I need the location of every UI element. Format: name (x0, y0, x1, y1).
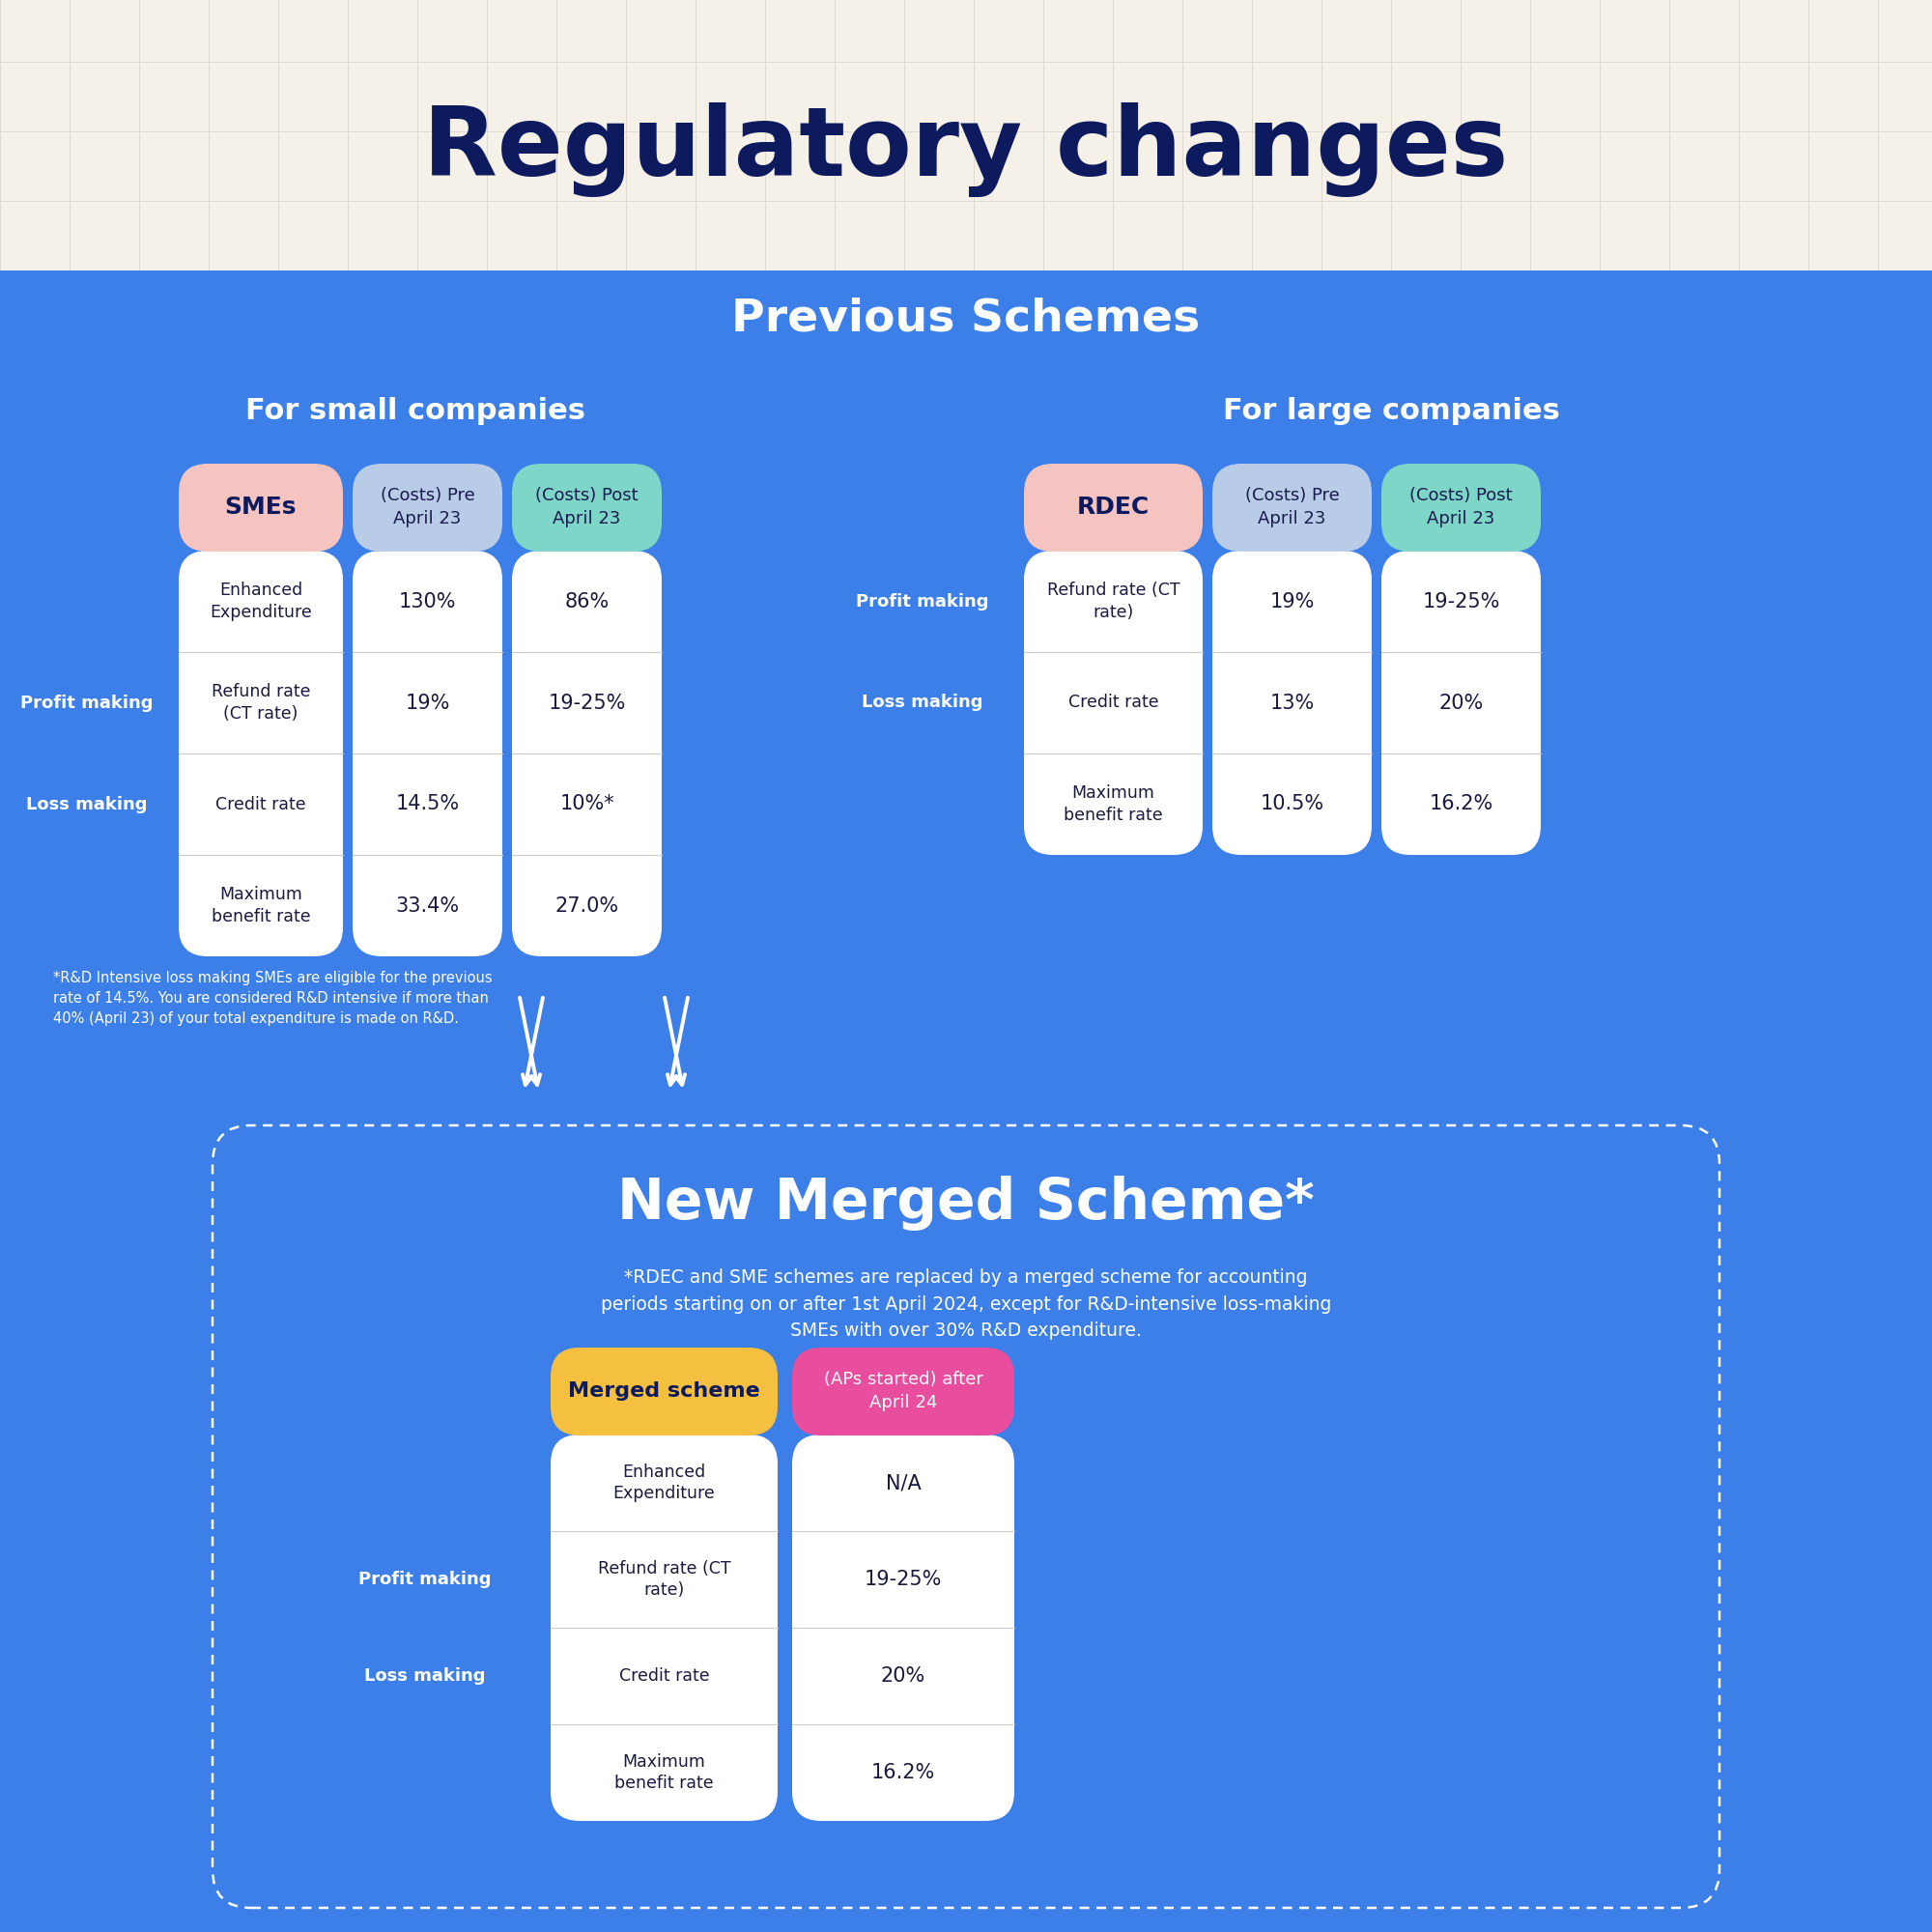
Text: 20%: 20% (1439, 694, 1484, 713)
Text: 13%: 13% (1269, 694, 1314, 713)
FancyBboxPatch shape (178, 551, 344, 956)
Text: Loss making: Loss making (365, 1667, 485, 1685)
Text: New Merged Scheme*: New Merged Scheme* (618, 1175, 1314, 1231)
Text: (Costs) Pre
April 23: (Costs) Pre April 23 (381, 487, 475, 527)
Text: Previous Schemes: Previous Schemes (732, 298, 1200, 340)
Text: 16.2%: 16.2% (871, 1764, 935, 1783)
Text: 19%: 19% (406, 694, 450, 713)
FancyBboxPatch shape (1024, 551, 1202, 856)
Text: RDEC: RDEC (1076, 497, 1150, 520)
Text: 10%*: 10%* (560, 794, 614, 813)
Text: Enhanced
Expenditure: Enhanced Expenditure (612, 1463, 715, 1503)
Text: 20%: 20% (881, 1665, 925, 1685)
Text: Credit rate: Credit rate (1068, 694, 1159, 711)
Text: 19%: 19% (1269, 591, 1314, 611)
FancyBboxPatch shape (178, 464, 344, 553)
FancyBboxPatch shape (792, 1349, 1014, 1435)
Text: Maximum
benefit rate: Maximum benefit rate (614, 1752, 713, 1793)
Text: For large companies: For large companies (1223, 396, 1559, 425)
Text: Refund rate (CT
rate): Refund rate (CT rate) (597, 1559, 730, 1600)
Text: 27.0%: 27.0% (554, 896, 618, 916)
FancyBboxPatch shape (1381, 551, 1542, 856)
Text: Loss making: Loss making (862, 694, 983, 711)
FancyBboxPatch shape (0, 270, 1932, 1932)
Text: (Costs) Post
April 23: (Costs) Post April 23 (535, 487, 638, 527)
FancyBboxPatch shape (352, 551, 502, 956)
Text: N/A: N/A (885, 1474, 922, 1493)
Text: 16.2%: 16.2% (1430, 794, 1493, 813)
Text: 86%: 86% (564, 591, 609, 611)
Text: SMEs: SMEs (224, 497, 298, 520)
Text: (Costs) Pre
April 23: (Costs) Pre April 23 (1244, 487, 1339, 527)
Text: Loss making: Loss making (27, 796, 147, 813)
Text: 10.5%: 10.5% (1260, 794, 1323, 813)
FancyBboxPatch shape (512, 551, 661, 956)
Text: 19-25%: 19-25% (1422, 591, 1499, 611)
FancyBboxPatch shape (1024, 464, 1202, 553)
Text: Refund rate (CT
rate): Refund rate (CT rate) (1047, 582, 1180, 620)
Text: 14.5%: 14.5% (396, 794, 460, 813)
Text: (Costs) Post
April 23: (Costs) Post April 23 (1410, 487, 1513, 527)
FancyBboxPatch shape (1213, 551, 1372, 856)
Text: (APs started) after
April 24: (APs started) after April 24 (823, 1372, 983, 1410)
Text: 19-25%: 19-25% (864, 1571, 943, 1590)
Text: Maximum
benefit rate: Maximum benefit rate (1065, 784, 1163, 823)
Text: Credit rate: Credit rate (618, 1667, 709, 1685)
Text: 19-25%: 19-25% (549, 694, 626, 713)
Text: Profit making: Profit making (21, 694, 153, 711)
FancyBboxPatch shape (1381, 464, 1542, 553)
FancyBboxPatch shape (551, 1435, 779, 1822)
Text: Profit making: Profit making (359, 1571, 491, 1588)
FancyBboxPatch shape (1213, 464, 1372, 553)
Text: 130%: 130% (398, 591, 456, 611)
Text: For small companies: For small companies (245, 396, 585, 425)
Text: Merged scheme: Merged scheme (568, 1381, 759, 1401)
Text: Refund rate
(CT rate): Refund rate (CT rate) (211, 684, 311, 723)
Text: Maximum
benefit rate: Maximum benefit rate (211, 887, 311, 925)
Text: 33.4%: 33.4% (396, 896, 460, 916)
FancyBboxPatch shape (352, 464, 502, 553)
Text: Profit making: Profit making (856, 593, 989, 611)
FancyBboxPatch shape (551, 1349, 779, 1435)
Text: Credit rate: Credit rate (216, 796, 305, 813)
Text: *RDEC and SME schemes are replaced by a merged scheme for accounting
periods sta: *RDEC and SME schemes are replaced by a … (601, 1269, 1331, 1339)
Text: Enhanced
Expenditure: Enhanced Expenditure (211, 582, 311, 620)
FancyBboxPatch shape (512, 464, 661, 553)
Text: Regulatory changes: Regulatory changes (423, 102, 1509, 197)
FancyBboxPatch shape (792, 1435, 1014, 1822)
Text: *R&D Intensive loss making SMEs are eligible for the previous
rate of 14.5%. You: *R&D Intensive loss making SMEs are elig… (54, 972, 493, 1026)
